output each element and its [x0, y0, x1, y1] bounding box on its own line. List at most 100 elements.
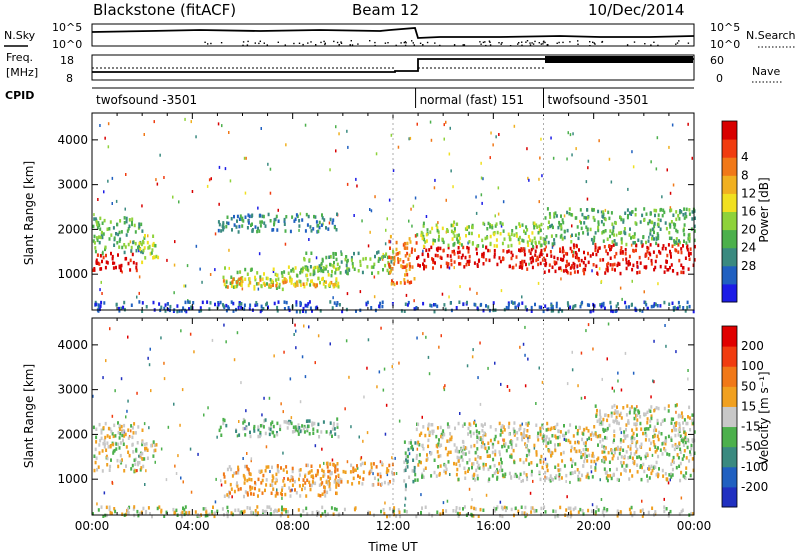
- echo-cell: [561, 218, 564, 222]
- echo-cell: [519, 224, 521, 228]
- echo-cell: [670, 475, 673, 479]
- echo-cell: [502, 425, 505, 429]
- echo-cell: [516, 431, 519, 435]
- echo-cell: [678, 512, 681, 516]
- echo-cell: [685, 421, 688, 426]
- echo-cell: [264, 431, 267, 436]
- scatter-point: [180, 476, 182, 480]
- echo-cell: [309, 272, 312, 277]
- echo-cell: [672, 222, 675, 226]
- echo-cell: [684, 432, 687, 436]
- echo-cell: [558, 477, 561, 481]
- echo-cell: [121, 430, 124, 434]
- scatter-point: [391, 365, 393, 369]
- scatter-point: [189, 332, 192, 336]
- echo-cell: [304, 474, 306, 479]
- echo-cell: [549, 450, 552, 455]
- scatter-point: [500, 382, 502, 386]
- echo-cell: [152, 300, 155, 305]
- echo-cell: [525, 453, 528, 458]
- colorbar-tick-label: 12: [741, 186, 756, 200]
- echo-cell: [628, 233, 631, 237]
- scatter-point: [648, 235, 650, 239]
- echo-cell: [110, 429, 113, 434]
- echo-cell: [634, 241, 636, 245]
- echo-cell: [680, 438, 683, 443]
- echo-cell: [633, 422, 636, 426]
- echo-cell: [298, 219, 301, 223]
- echo-cell: [190, 305, 193, 309]
- echo-cell: [253, 429, 256, 433]
- scatter-point: [189, 447, 192, 451]
- echo-cell: [95, 435, 98, 440]
- echo-cell: [242, 426, 245, 431]
- echo-cell: [543, 478, 546, 483]
- echo-cell: [682, 306, 685, 310]
- echo-cell: [606, 418, 609, 423]
- echo-cell: [662, 208, 665, 212]
- echo-cell: [624, 434, 627, 439]
- echo-cell: [408, 253, 411, 258]
- echo-cell: [645, 253, 648, 257]
- echo-cell: [359, 263, 362, 267]
- echo-cell: [521, 437, 524, 442]
- echo-cell: [254, 277, 257, 282]
- echo-cell: [230, 284, 233, 288]
- echo-cell: [627, 456, 630, 460]
- echo-cell: [575, 243, 578, 248]
- echo-cell: [545, 441, 548, 446]
- echo-cell: [244, 215, 247, 219]
- echo-cell: [361, 461, 364, 466]
- echo-cell: [643, 265, 646, 269]
- echo-cell: [230, 511, 233, 515]
- echo-cell: [303, 430, 306, 434]
- scatter-point: [231, 495, 233, 499]
- scatter-point: [483, 443, 486, 447]
- echo-cell: [119, 219, 122, 223]
- echo-cell: [431, 431, 434, 436]
- echo-cell: [237, 487, 240, 492]
- scatter-point: [443, 388, 446, 392]
- echo-cell: [450, 229, 453, 234]
- echo-cell: [475, 247, 478, 251]
- echo-cell: [295, 309, 298, 314]
- echo-cell: [225, 224, 228, 229]
- echo-cell: [236, 282, 239, 287]
- echo-cell: [581, 212, 584, 217]
- echo-cell: [283, 307, 286, 311]
- echo-cell: [259, 220, 262, 224]
- echo-cell: [467, 432, 470, 436]
- echo-cell: [422, 301, 425, 306]
- echo-cell: [547, 220, 550, 224]
- colorbar-swatch: [722, 265, 737, 285]
- echo-cell: [682, 421, 684, 425]
- scatter-point: [160, 336, 162, 340]
- echo-cell: [302, 309, 304, 313]
- echo-cell: [405, 455, 408, 459]
- panel-background: [92, 318, 694, 515]
- echo-cell: [274, 508, 277, 513]
- scatter-point: [332, 296, 334, 300]
- echo-cell: [520, 505, 523, 509]
- echo-cell: [362, 470, 365, 474]
- echo-cell: [408, 475, 411, 479]
- echo-cell: [639, 421, 642, 426]
- echo-cell: [243, 481, 246, 485]
- echo-cell: [669, 225, 672, 229]
- echo-cell: [337, 281, 340, 286]
- echo-cell: [277, 219, 280, 223]
- echo-cell: [513, 429, 516, 434]
- echo-cell: [337, 435, 340, 439]
- echo-cell: [143, 246, 146, 250]
- scatter-point: [144, 483, 146, 486]
- scatter-point: [443, 386, 445, 390]
- scatter-point: [469, 287, 471, 291]
- echo-cell: [610, 309, 613, 313]
- echo-cell: [582, 452, 585, 457]
- scatter-point: [147, 356, 149, 360]
- scatter-point: [197, 452, 199, 456]
- echo-cell: [633, 232, 636, 236]
- echo-cell: [218, 222, 221, 227]
- echo-cell: [671, 459, 674, 463]
- echo-cell: [515, 255, 518, 259]
